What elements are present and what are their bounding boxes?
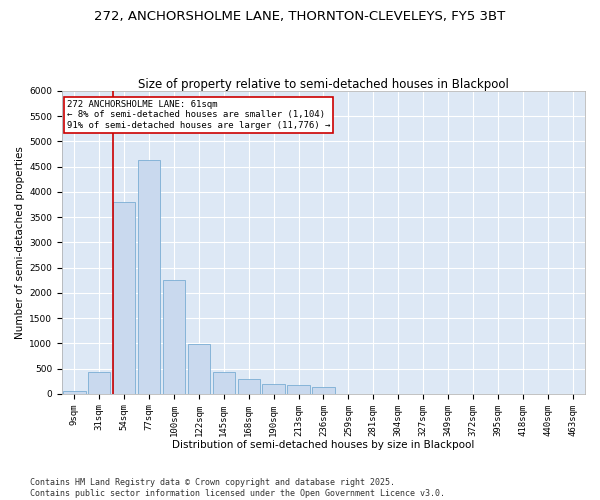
Text: 272, ANCHORSHOLME LANE, THORNTON-CLEVELEYS, FY5 3BT: 272, ANCHORSHOLME LANE, THORNTON-CLEVELE… <box>94 10 506 23</box>
Bar <box>113 202 136 394</box>
Bar <box>88 372 110 394</box>
Bar <box>138 160 160 394</box>
Bar <box>312 388 335 394</box>
Title: Size of property relative to semi-detached houses in Blackpool: Size of property relative to semi-detach… <box>138 78 509 91</box>
Bar <box>238 378 260 394</box>
Bar <box>188 344 210 394</box>
Bar <box>63 392 86 394</box>
Bar <box>262 384 285 394</box>
Text: 272 ANCHORSHOLME LANE: 61sqm
← 8% of semi-detached houses are smaller (1,104)
91: 272 ANCHORSHOLME LANE: 61sqm ← 8% of sem… <box>67 100 331 130</box>
Bar <box>287 385 310 394</box>
Text: Contains HM Land Registry data © Crown copyright and database right 2025.
Contai: Contains HM Land Registry data © Crown c… <box>30 478 445 498</box>
Bar <box>163 280 185 394</box>
X-axis label: Distribution of semi-detached houses by size in Blackpool: Distribution of semi-detached houses by … <box>172 440 475 450</box>
Bar <box>212 372 235 394</box>
Y-axis label: Number of semi-detached properties: Number of semi-detached properties <box>15 146 25 339</box>
